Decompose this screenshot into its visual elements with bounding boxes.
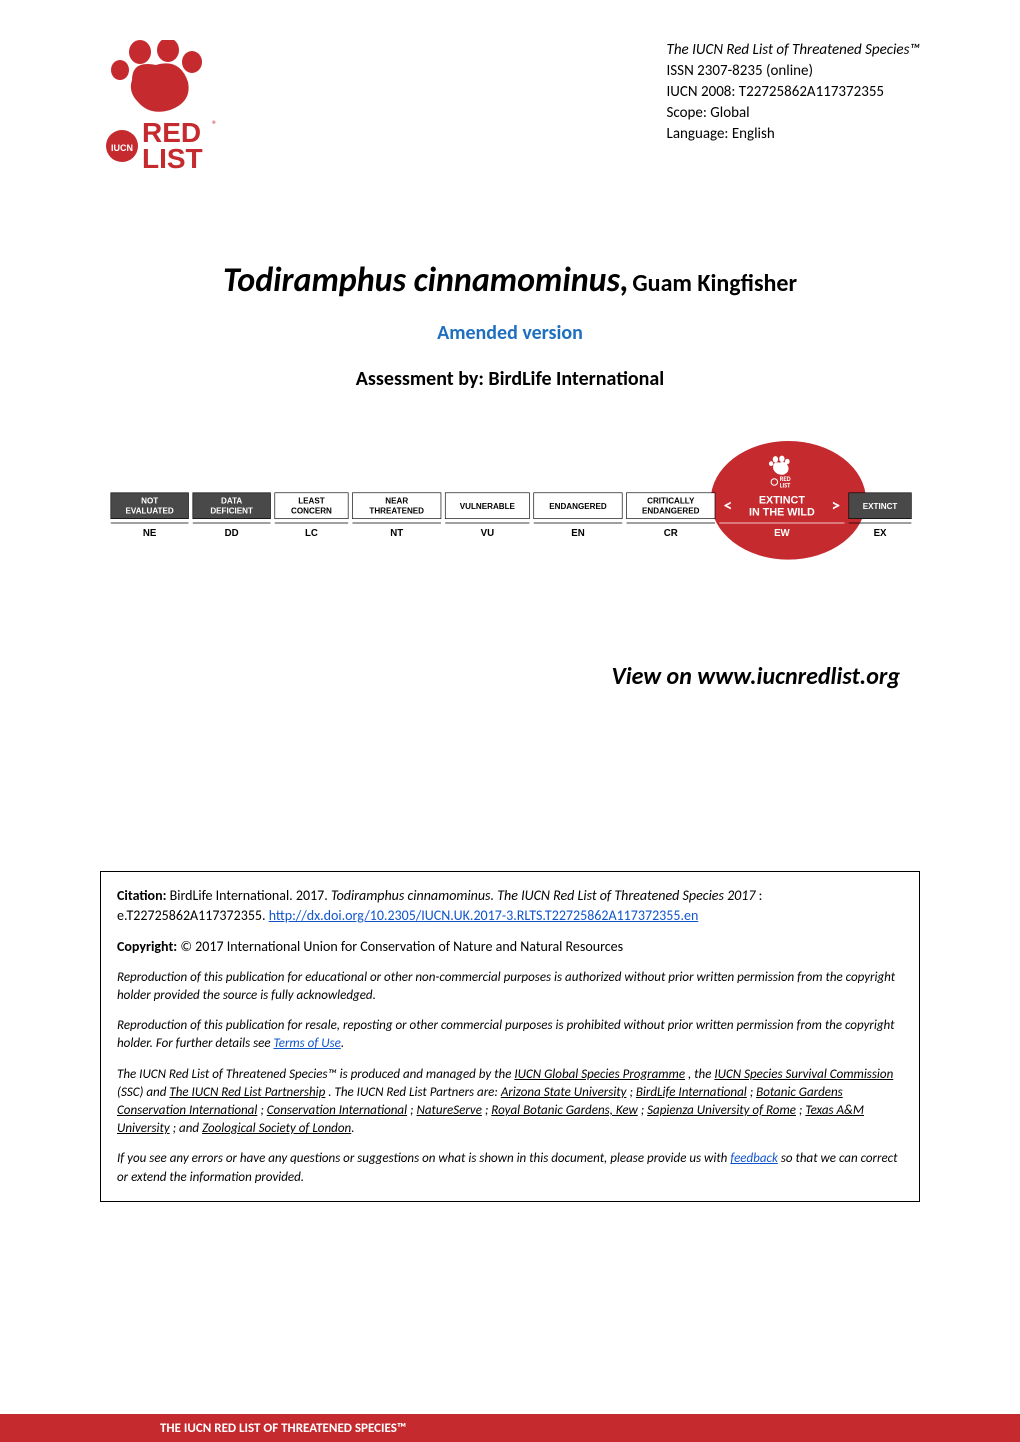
footer-bar: THE IUCN RED LIST OF THREATENED SPECIES™ <box>0 1414 1020 1442</box>
citation-box: Citation: BirdLife International. 2017. … <box>100 871 920 1202</box>
status-code-ne: NE <box>143 528 157 539</box>
scientific-name: Todiramphus cinnamominus, <box>223 260 629 301</box>
link-sapienza[interactable]: Sapienza University of Rome <box>647 1103 796 1118</box>
status-code-cr: CR <box>664 528 678 539</box>
svg-text:DATA: DATA <box>221 497 242 506</box>
sep8: ; and <box>173 1121 202 1136</box>
link-gsp[interactable]: IUCN Global Species Programme <box>514 1067 685 1082</box>
link-asu[interactable]: Arizona State University <box>501 1085 627 1100</box>
svg-text:DEFICIENT: DEFICIENT <box>210 506 253 515</box>
produced-by-paragraph: The IUCN Red List of Threatened Species™… <box>117 1066 903 1139</box>
svg-text:NEAR: NEAR <box>385 497 408 506</box>
link-natureserve[interactable]: NatureServe <box>416 1103 481 1118</box>
svg-text:NOT: NOT <box>141 497 158 506</box>
svg-text:LIST: LIST <box>142 143 203 174</box>
produced-e: . <box>351 1121 354 1136</box>
feedback-link[interactable]: feedback <box>730 1151 778 1166</box>
svg-text:>: > <box>832 495 841 516</box>
repro2-text-b: . <box>341 1036 344 1051</box>
status-code-dd: DD <box>225 528 239 539</box>
link-birdlife[interactable]: BirdLife International <box>636 1085 747 1100</box>
citation-author: BirdLife International. 2017. <box>170 887 331 904</box>
svg-text:THREATENED: THREATENED <box>369 506 424 515</box>
common-name: Guam Kingfisher <box>632 269 797 298</box>
header-info-block: The IUCN Red List of Threatened Species™… <box>667 40 920 145</box>
feedback-paragraph: If you see any errors or have any questi… <box>117 1150 903 1186</box>
produced-b: , the <box>688 1067 714 1082</box>
copyright-label: Copyright: <box>117 938 177 955</box>
issn-line: ISSN 2307-8235 (online) <box>667 61 920 82</box>
link-kew[interactable]: Royal Botanic Gardens, Kew <box>491 1103 638 1118</box>
svg-text:ENDANGERED: ENDANGERED <box>642 506 700 515</box>
status-scale-graphic: RED LIST NOTEVALUATEDNEDATADEFICIENTDDLE… <box>100 441 920 592</box>
footer-text: THE IUCN RED LIST OF THREATENED SPECIES™ <box>160 1421 406 1436</box>
redlist-title: The IUCN Red List of Threatened Species™ <box>667 40 920 61</box>
svg-text:EXTINCT: EXTINCT <box>759 495 805 507</box>
view-on-redlist-link[interactable]: View on www.iucnredlist.org <box>100 662 920 691</box>
status-code-ew: EW <box>774 528 790 539</box>
citation-species: Todiramphus cinnamominus. The IUCN Red L… <box>331 887 756 904</box>
citation-label: Citation: <box>117 887 166 904</box>
copyright-paragraph: Copyright: © 2017 International Union fo… <box>117 937 903 957</box>
status-code-en: EN <box>571 528 584 539</box>
repro2-text-a: Reproduction of this publication for res… <box>117 1018 894 1051</box>
produced-d: . The IUCN Red List Partners are: <box>328 1085 501 1100</box>
svg-text:®: ® <box>212 118 217 131</box>
scope-line: Scope: Global <box>667 103 920 124</box>
page-container: IUCN RED ® LIST The IUCN Red List of Thr… <box>0 0 1020 1442</box>
link-zsl[interactable]: Zoological Society of London <box>202 1121 351 1136</box>
svg-text:IN THE WILD: IN THE WILD <box>749 506 815 518</box>
status-code-vu: VU <box>481 528 494 539</box>
svg-text:CONCERN: CONCERN <box>291 506 332 515</box>
link-ci[interactable]: Conservation International <box>267 1103 407 1118</box>
svg-text:CRITICALLY: CRITICALLY <box>647 497 695 506</box>
svg-text:VULNERABLE: VULNERABLE <box>460 502 516 511</box>
amended-label: Amended version <box>100 321 920 345</box>
svg-text:ENDANGERED: ENDANGERED <box>549 502 607 511</box>
iucn-code-line: IUCN 2008: T22725862A117372355 <box>667 82 920 103</box>
svg-text:EXTINCT: EXTINCT <box>863 502 898 511</box>
produced-c: (SSC) and <box>117 1085 169 1100</box>
svg-text:IUCN: IUCN <box>111 143 133 153</box>
terms-of-use-link[interactable]: Terms of Use <box>274 1036 341 1051</box>
reproduction-commercial: Reproduction of this publication for res… <box>117 1017 903 1053</box>
status-code-ex: EX <box>874 528 887 539</box>
iucn-redlist-logo: IUCN RED ® LIST <box>100 40 240 180</box>
doi-link[interactable]: http://dx.doi.org/10.2305/IUCN.UK.2017-3… <box>269 907 699 924</box>
citation-paragraph: Citation: BirdLife International. 2017. … <box>117 886 903 925</box>
copyright-text: © 2017 International Union for Conservat… <box>180 938 623 955</box>
link-partnership[interactable]: The IUCN Red List Partnership <box>169 1085 325 1100</box>
feedback-a: If you see any errors or have any questi… <box>117 1151 730 1166</box>
link-ssc[interactable]: IUCN Species Survival Commission <box>714 1067 893 1082</box>
status-code-lc: LC <box>305 528 318 539</box>
reproduction-noncommercial: Reproduction of this publication for edu… <box>117 969 903 1005</box>
language-line: Language: English <box>667 124 920 145</box>
svg-text:LIST: LIST <box>780 481 791 489</box>
logo-svg: IUCN RED ® LIST <box>100 40 240 180</box>
header-section: IUCN RED ® LIST The IUCN Red List of Thr… <box>100 40 920 180</box>
svg-text:EVALUATED: EVALUATED <box>126 506 174 515</box>
species-title-block: Todiramphus cinnamominus, Guam Kingfishe… <box>100 260 920 301</box>
status-code-nt: NT <box>390 528 403 539</box>
svg-text:LEAST: LEAST <box>298 497 325 506</box>
produced-a: The IUCN Red List of Threatened Species™… <box>117 1067 514 1082</box>
assessment-by: Assessment by: BirdLife International <box>100 367 920 391</box>
svg-text:<: < <box>724 495 733 516</box>
